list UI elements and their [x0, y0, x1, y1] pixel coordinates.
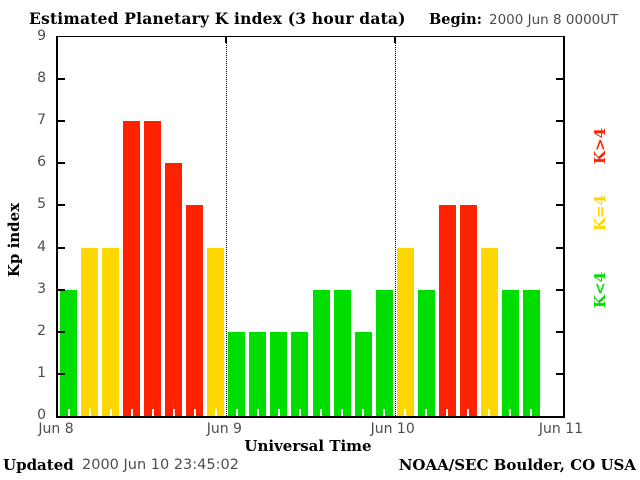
minor-tick [235, 409, 238, 416]
footer-credit: NOAA/SEC Boulder, CO USA [398, 456, 636, 474]
x-axis-title: Universal Time [244, 437, 372, 455]
kp-bar [228, 331, 246, 416]
kp-bar [144, 121, 162, 416]
y-axis-tick [556, 162, 563, 165]
kp-bar [81, 247, 99, 416]
minor-tick [530, 409, 533, 416]
minor-tick [341, 409, 344, 416]
minor-tick [172, 409, 175, 416]
day-top-tick [393, 37, 396, 43]
x-tick-label: Jun 8 [38, 421, 74, 437]
begin-label: Begin: [429, 11, 483, 28]
kp-bar [270, 331, 288, 416]
y-axis-tick [58, 204, 65, 207]
kp-bar [249, 331, 267, 416]
minor-tick [256, 409, 259, 416]
y-tick-label: 4 [37, 238, 46, 255]
minor-tick [509, 409, 512, 416]
y-axis-tick [556, 78, 563, 81]
y-tick-label: 8 [37, 70, 46, 87]
kp-bar [123, 121, 141, 416]
y-tick-label: 1 [37, 364, 46, 381]
kp-bar [354, 331, 372, 416]
y-tick-label: 2 [37, 322, 46, 339]
minor-tick [467, 409, 470, 416]
legend-entry-below_4: K<4 [591, 271, 609, 309]
kp-bar [333, 289, 351, 416]
y-axis-tick [556, 288, 563, 291]
x-tick-label: Jun 11 [538, 421, 584, 437]
footer-updated-label: Updated [3, 456, 74, 474]
minor-tick [193, 409, 196, 416]
y-tick-label: 9 [37, 28, 46, 44]
kp-bar [522, 289, 540, 416]
kp-bar [207, 247, 225, 416]
minor-tick [383, 409, 386, 416]
kp-bar [375, 289, 393, 416]
kp-bar [459, 205, 477, 416]
footer-updated-value: 2000 Jun 10 23:45:02 [82, 457, 239, 473]
minor-tick [151, 409, 154, 416]
minor-tick [109, 409, 112, 416]
kp-bar [60, 289, 78, 416]
minor-tick [488, 409, 491, 416]
minor-tick [446, 409, 449, 416]
plot-area [56, 36, 565, 418]
kp-bar [102, 247, 120, 416]
x-tick-label: Jun 9 [206, 421, 242, 437]
day-boundary-gridline [226, 37, 228, 416]
y-axis-tick [58, 246, 65, 249]
minor-tick [214, 409, 217, 416]
day-boundary-gridline [394, 37, 396, 416]
y-axis-tick [556, 246, 563, 249]
y-axis-tick [556, 330, 563, 333]
y-axis-tick [58, 120, 65, 123]
y-tick-label: 7 [37, 112, 46, 129]
minor-tick [67, 409, 70, 416]
chart-title: Estimated Planetary K index (3 hour data… [29, 9, 406, 28]
minor-tick [130, 409, 133, 416]
kp-bar [501, 289, 519, 416]
y-axis-tick [58, 330, 65, 333]
y-tick-label: 0 [37, 407, 46, 423]
kp-bar [480, 247, 498, 416]
x-tick-label: Jun 10 [370, 421, 415, 437]
kp-bar [291, 331, 309, 416]
y-axis-tick [58, 162, 65, 165]
minor-tick [425, 409, 428, 416]
kp-bar [417, 289, 435, 416]
y-axis-tick [556, 120, 563, 123]
y-axis-tick [58, 372, 65, 375]
minor-tick [404, 409, 407, 416]
y-tick-label: 3 [37, 280, 46, 297]
kp-bar [312, 289, 330, 416]
minor-tick [298, 409, 301, 416]
minor-tick [277, 409, 280, 416]
kp-bar [396, 247, 414, 416]
y-tick-label: 6 [37, 154, 46, 171]
y-axis-tick [556, 372, 563, 375]
day-top-tick [225, 37, 228, 43]
legend-entry-equal_4: K=4 [591, 194, 609, 232]
begin-value: 2000 Jun 8 0000UT [489, 12, 619, 28]
kp-bar [438, 205, 456, 416]
kp-bar [186, 205, 204, 416]
minor-tick [88, 409, 91, 416]
y-axis-tick [58, 78, 65, 81]
y-axis-tick [556, 204, 563, 207]
minor-tick [320, 409, 323, 416]
y-axis-tick [58, 288, 65, 291]
kp-bar [165, 163, 183, 416]
y-tick-label: 5 [37, 196, 46, 213]
minor-tick [362, 409, 365, 416]
legend-entry-above_4: K>4 [591, 127, 609, 165]
